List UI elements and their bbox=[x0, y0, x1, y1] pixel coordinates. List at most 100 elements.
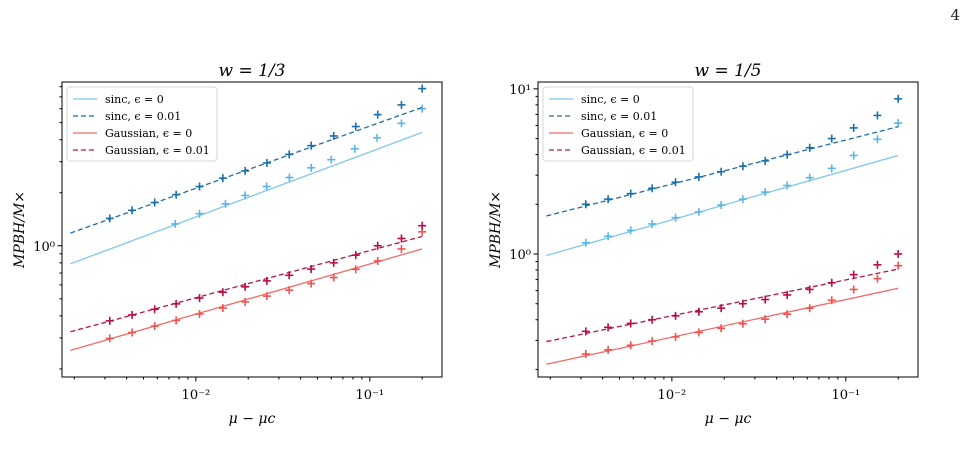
series-line bbox=[70, 248, 423, 351]
data-point bbox=[849, 151, 858, 160]
axes-frame bbox=[537, 81, 919, 378]
legend-box bbox=[66, 86, 218, 162]
data-point bbox=[262, 292, 271, 301]
data-point bbox=[671, 311, 680, 320]
x-tick-label: 10⁻² bbox=[658, 388, 687, 403]
data-point bbox=[827, 296, 836, 305]
data-point bbox=[218, 304, 227, 313]
legend-entry: Gaussian, ϵ = 0 bbox=[105, 127, 192, 140]
data-point bbox=[307, 265, 316, 274]
data-point bbox=[849, 123, 858, 132]
x-tick-label: 10⁻² bbox=[182, 388, 211, 403]
data-point bbox=[329, 273, 338, 282]
chart-panel-1: 10⁻² 10⁻¹ 10⁰ w = 1/3 μ − μc MPBH/M× sinc, ϵ =… bbox=[12, 61, 443, 427]
data-point bbox=[373, 256, 382, 265]
series-line bbox=[546, 126, 899, 217]
data-point bbox=[827, 278, 836, 287]
data-point bbox=[581, 350, 590, 359]
data-point bbox=[350, 144, 359, 153]
data-point bbox=[648, 315, 657, 324]
data-point bbox=[241, 282, 250, 291]
data-point bbox=[761, 188, 770, 197]
data-point bbox=[694, 307, 703, 316]
data-point bbox=[849, 285, 858, 294]
data-point bbox=[195, 294, 204, 303]
data-point bbox=[827, 134, 836, 143]
axes-frame bbox=[61, 81, 443, 378]
data-point bbox=[894, 261, 903, 270]
series-line bbox=[70, 131, 423, 265]
x-tick-label: 10⁻¹ bbox=[832, 388, 861, 403]
plot-area bbox=[546, 94, 903, 365]
chart-title: w = 1/3 bbox=[219, 61, 286, 81]
data-point bbox=[783, 310, 792, 319]
plot-area bbox=[70, 84, 427, 351]
data-point bbox=[262, 276, 271, 285]
data-point bbox=[894, 94, 903, 103]
data-point bbox=[351, 265, 360, 274]
data-point bbox=[218, 288, 227, 297]
series-line bbox=[546, 287, 899, 365]
data-point bbox=[694, 172, 703, 181]
data-point bbox=[671, 178, 680, 187]
data-point bbox=[738, 162, 747, 171]
data-point bbox=[873, 111, 882, 120]
data-point bbox=[128, 310, 137, 319]
legend-entry: sinc, ϵ = 0.01 bbox=[581, 110, 657, 123]
data-point bbox=[195, 182, 204, 191]
data-point bbox=[671, 332, 680, 341]
y-tick-label: 10⁰ bbox=[509, 248, 531, 263]
x-axis-label: μ − μc bbox=[705, 411, 752, 427]
data-point bbox=[805, 285, 814, 294]
x-tick-label: 10⁻¹ bbox=[356, 388, 385, 403]
data-point bbox=[373, 110, 382, 119]
data-point bbox=[150, 305, 159, 314]
legend: sinc, ϵ = 0 sinc, ϵ = 0.01 Gaussian, ϵ = 0… bbox=[66, 86, 218, 162]
data-point bbox=[105, 334, 114, 343]
data-point bbox=[307, 141, 316, 150]
data-point bbox=[738, 319, 747, 328]
data-point bbox=[171, 219, 180, 228]
data-point bbox=[783, 150, 792, 159]
data-point bbox=[894, 249, 903, 258]
data-point bbox=[351, 251, 360, 260]
data-point bbox=[241, 191, 250, 200]
data-point bbox=[218, 174, 227, 183]
data-point bbox=[195, 310, 204, 319]
data-point bbox=[285, 150, 294, 159]
data-point bbox=[648, 184, 657, 193]
data-point bbox=[783, 290, 792, 299]
page-number: 4 bbox=[950, 6, 960, 24]
data-point bbox=[581, 327, 590, 336]
data-point bbox=[604, 345, 613, 354]
data-point bbox=[105, 214, 114, 223]
data-point bbox=[241, 297, 250, 306]
data-point bbox=[626, 341, 635, 350]
data-point bbox=[626, 226, 635, 235]
y-tick-label: 10⁰ bbox=[33, 240, 55, 255]
data-point bbox=[172, 299, 181, 308]
legend-box bbox=[542, 86, 694, 162]
data-point bbox=[873, 274, 882, 283]
data-point bbox=[604, 195, 613, 204]
data-point bbox=[128, 328, 137, 337]
data-point bbox=[604, 232, 613, 241]
data-point bbox=[221, 199, 230, 208]
chart-title: w = 1/5 bbox=[695, 61, 762, 81]
series-line bbox=[546, 268, 899, 343]
data-point bbox=[105, 316, 114, 325]
data-point bbox=[307, 279, 316, 288]
data-point bbox=[604, 323, 613, 332]
data-point bbox=[827, 164, 836, 173]
data-point bbox=[351, 122, 360, 131]
data-point bbox=[327, 155, 336, 164]
data-point bbox=[805, 304, 814, 313]
data-point bbox=[397, 119, 406, 128]
data-point bbox=[648, 219, 657, 228]
y-axis-label: MPBH/M× bbox=[12, 191, 28, 269]
legend-entry: sinc, ϵ = 0 bbox=[105, 93, 164, 106]
data-point bbox=[648, 337, 657, 346]
data-point bbox=[805, 143, 814, 152]
data-point bbox=[626, 319, 635, 328]
data-point bbox=[195, 209, 204, 218]
